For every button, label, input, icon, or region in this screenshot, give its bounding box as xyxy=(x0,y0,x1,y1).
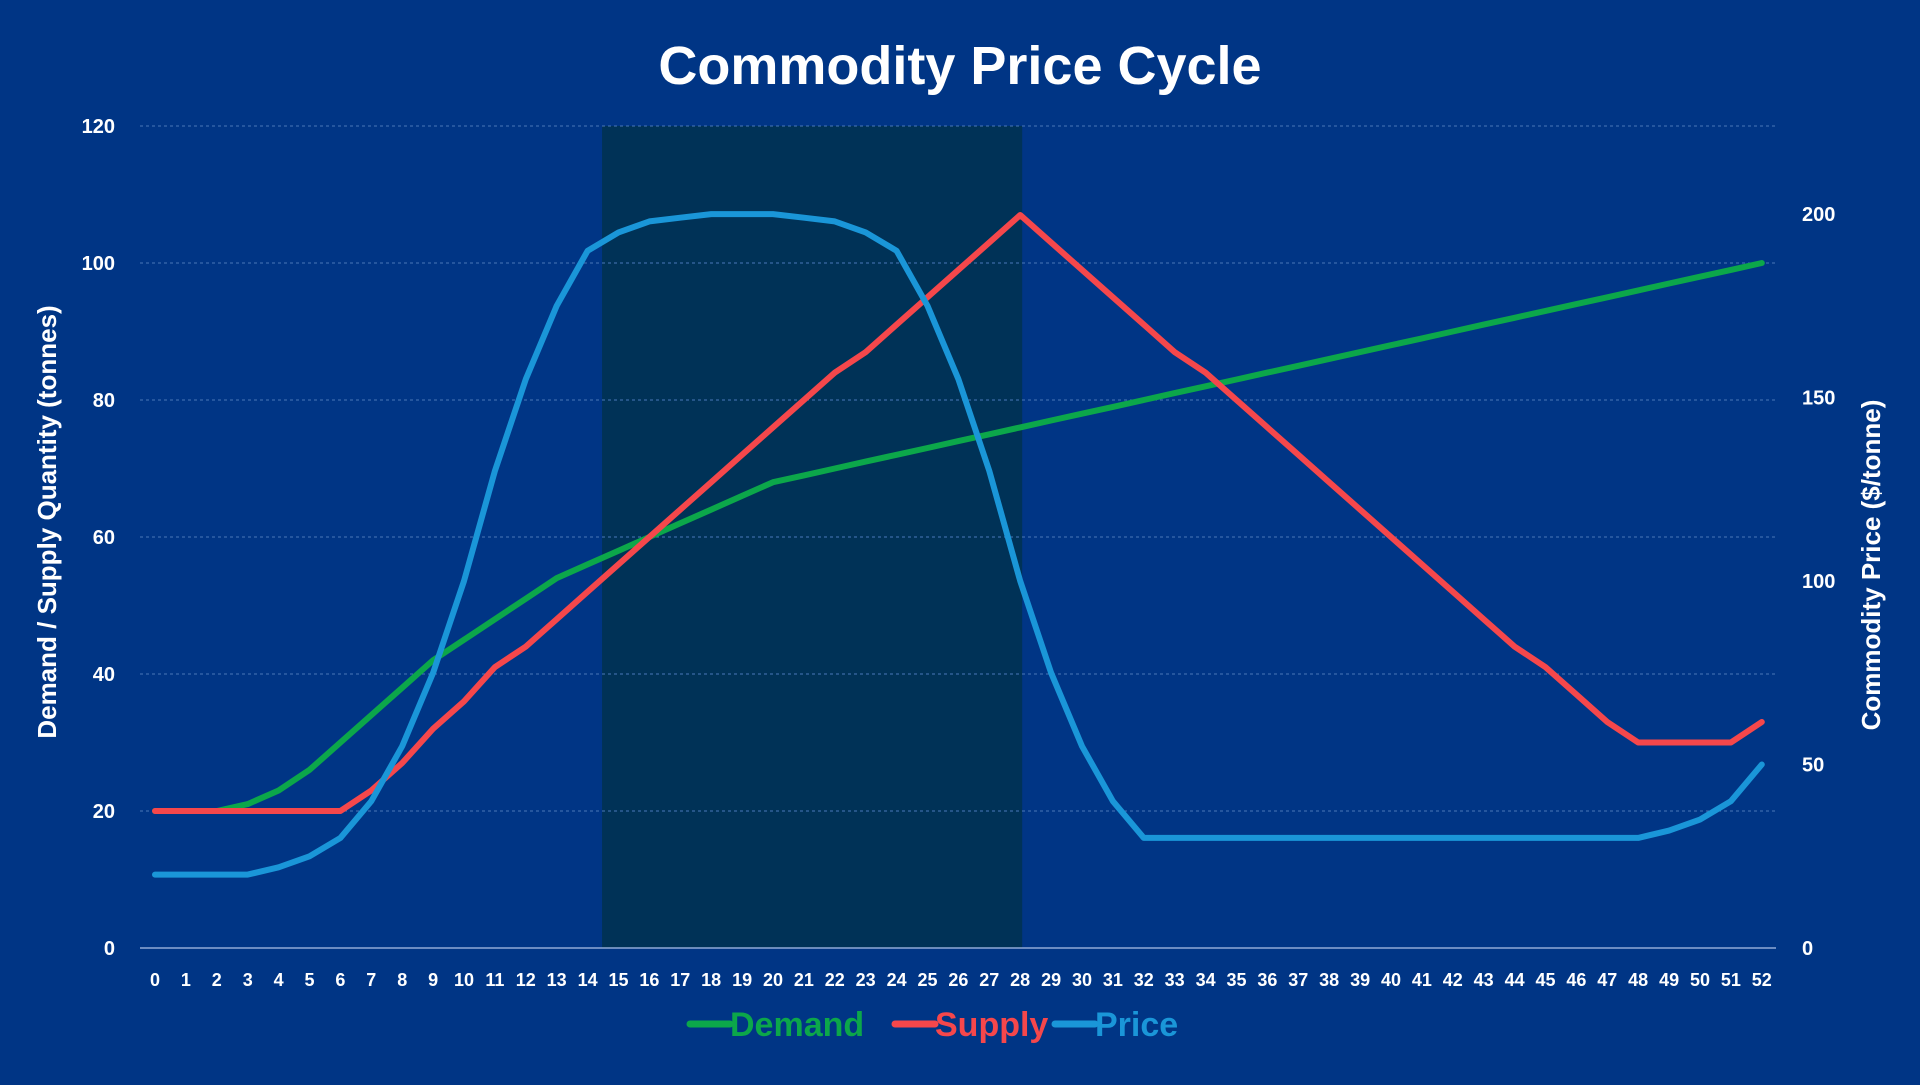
y-tick-label: 60 xyxy=(93,527,115,549)
x-tick-label: 19 xyxy=(732,970,752,990)
y-tick-label: 20 xyxy=(93,801,115,823)
y-tick-label: 80 xyxy=(93,390,115,412)
x-tick-label: 39 xyxy=(1350,970,1370,990)
series-layer xyxy=(152,211,1765,878)
y2-tick-label: 150 xyxy=(1802,388,1835,410)
x-tick-label: 18 xyxy=(701,970,721,990)
legend-item-price: Price xyxy=(1051,1006,1178,1044)
legend: Demand Supply Price xyxy=(686,1006,1178,1044)
x-tick-label: 48 xyxy=(1628,970,1648,990)
x-tick-label: 36 xyxy=(1257,970,1277,990)
x-tick-label: 28 xyxy=(1010,970,1030,990)
chart-title: Commodity Price Cycle xyxy=(658,36,1261,96)
legend-item-supply: Supply xyxy=(891,1006,1048,1044)
x-tick-label: 32 xyxy=(1134,970,1154,990)
x-tick-label: 24 xyxy=(887,970,907,990)
x-tick-label: 26 xyxy=(948,970,968,990)
x-tick-label: 22 xyxy=(825,970,845,990)
x-tick-label: 52 xyxy=(1752,970,1772,990)
series-line-supply xyxy=(152,212,1765,814)
x-tick-label: 42 xyxy=(1443,970,1463,990)
x-tick-label: 6 xyxy=(335,970,345,990)
x-tick-label: 15 xyxy=(608,970,628,990)
series-line-demand xyxy=(152,260,1765,814)
x-tick-label: 13 xyxy=(547,970,567,990)
y-axis-title: Demand / Supply Quantity (tonnes) xyxy=(32,305,62,738)
x-tick-label: 1 xyxy=(181,970,191,990)
x-tick-label: 2 xyxy=(212,970,222,990)
x-tick-label: 30 xyxy=(1072,970,1092,990)
y2-tick-label: 100 xyxy=(1802,571,1835,593)
legend-label: Price xyxy=(1095,1006,1178,1044)
x-tick-label: 14 xyxy=(578,970,598,990)
x-tick-label: 23 xyxy=(856,970,876,990)
x-tick-label: 8 xyxy=(397,970,407,990)
x-tick-label: 10 xyxy=(454,970,474,990)
y-tick-label: 40 xyxy=(93,664,115,686)
x-tick-label: 21 xyxy=(794,970,814,990)
x-tick-label: 34 xyxy=(1196,970,1216,990)
x-tick-label: 0 xyxy=(150,970,160,990)
x-tick-label: 11 xyxy=(485,970,504,990)
y2-tick-label: 50 xyxy=(1802,755,1824,777)
x-tick-label: 50 xyxy=(1690,970,1710,990)
x-tick-label: 40 xyxy=(1381,970,1401,990)
x-tick-label: 9 xyxy=(428,970,438,990)
x-tick-label: 29 xyxy=(1041,970,1061,990)
series-line-price xyxy=(152,211,1765,878)
x-tick-label: 37 xyxy=(1288,970,1308,990)
x-tick-label: 5 xyxy=(304,970,314,990)
x-tick-label: 38 xyxy=(1319,970,1339,990)
y2-tick-label: 200 xyxy=(1802,204,1835,226)
x-tick-label: 20 xyxy=(763,970,783,990)
x-tick-label: 25 xyxy=(917,970,937,990)
x-tick-label: 17 xyxy=(670,970,690,990)
y-tick-label: 0 xyxy=(104,938,115,960)
x-tick-label: 49 xyxy=(1659,970,1679,990)
x-tick-label: 45 xyxy=(1535,970,1555,990)
x-tick-label: 33 xyxy=(1165,970,1185,990)
grid-layer xyxy=(140,125,1776,812)
y-tick-label: 120 xyxy=(82,116,115,138)
legend-item-demand: Demand xyxy=(686,1006,864,1044)
x-tick-label: 3 xyxy=(243,970,253,990)
x-tick-label: 43 xyxy=(1474,970,1494,990)
x-tick-label: 46 xyxy=(1566,970,1586,990)
y-tick-label: 100 xyxy=(82,253,115,275)
x-tick-label: 51 xyxy=(1721,970,1741,990)
x-tick-label: 16 xyxy=(639,970,659,990)
legend-label: Supply xyxy=(935,1006,1048,1044)
x-tick-label: 27 xyxy=(979,970,999,990)
x-tick-label: 35 xyxy=(1226,970,1246,990)
y2-axis-title: Commodity Price ($/tonne) xyxy=(1856,400,1886,731)
x-tick-label: 44 xyxy=(1505,970,1525,990)
y2-tick-label: 0 xyxy=(1802,938,1813,960)
legend-label: Demand xyxy=(730,1006,864,1044)
x-tick-label: 12 xyxy=(516,970,536,990)
x-tick-label: 31 xyxy=(1103,970,1123,990)
x-tick-label: 7 xyxy=(366,970,376,990)
x-tick-label: 41 xyxy=(1412,970,1432,990)
x-tick-label: 47 xyxy=(1597,970,1617,990)
x-tick-label: 4 xyxy=(274,970,284,990)
